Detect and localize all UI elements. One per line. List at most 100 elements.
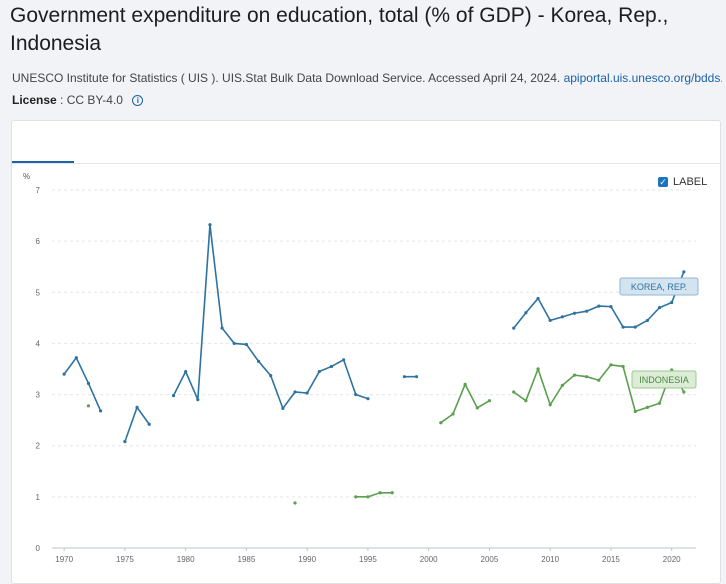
data-point-korea: [147, 422, 151, 426]
data-point-korea: [354, 392, 358, 397]
data-point-korea: [645, 318, 649, 323]
data-point-indonesia: [487, 399, 492, 403]
data-point-indonesia: [682, 390, 686, 394]
x-tick-label: 2010: [541, 555, 559, 564]
data-point-korea: [232, 341, 236, 346]
data-point-indonesia: [597, 378, 601, 382]
license-line: License : CC BY-4.0 i: [12, 93, 144, 107]
tab-bar: [12, 121, 720, 164]
data-point-indonesia: [86, 404, 91, 408]
data-point-indonesia: [451, 412, 455, 416]
data-point-indonesia: [536, 367, 540, 371]
y-axis-unit: %: [23, 172, 30, 181]
y-tick-label: 5: [36, 288, 41, 297]
license-value: : CC BY-4.0: [60, 93, 123, 107]
data-point-indonesia: [609, 363, 613, 367]
data-point-korea: [317, 369, 321, 374]
series-line-korea: [172, 224, 369, 411]
data-point-indonesia: [585, 375, 589, 379]
data-point-korea: [305, 391, 309, 395]
x-tick-label: 1975: [116, 555, 134, 564]
data-point-korea: [99, 409, 103, 413]
data-point-korea: [512, 326, 516, 330]
label-toggle[interactable]: ✓ LABEL: [658, 176, 707, 188]
data-point-korea: [171, 393, 176, 398]
series-label-indonesia: INDONESIA: [639, 375, 689, 385]
data-point-indonesia: [524, 399, 528, 403]
data-point-korea: [524, 311, 528, 315]
data-point-korea: [329, 364, 334, 369]
data-point-indonesia: [390, 491, 394, 495]
series-label-korea-box: [619, 277, 699, 296]
data-point-korea: [682, 270, 686, 274]
data-point-korea: [269, 374, 273, 378]
source-text: UNESCO Institute for Statistics ( UIS ).…: [12, 71, 561, 85]
label-toggle-text: LABEL: [673, 176, 708, 188]
data-point-korea: [548, 318, 552, 323]
data-point-indonesia: [439, 421, 443, 425]
x-tick-label: 2000: [420, 555, 438, 564]
data-point-indonesia: [475, 406, 479, 410]
x-tick-label: 1995: [359, 555, 377, 564]
data-point-korea: [597, 304, 601, 308]
data-point-korea: [657, 306, 662, 310]
y-tick-label: 7: [36, 186, 41, 195]
data-point-korea: [208, 223, 212, 227]
chart-title: Government expenditure on education, tot…: [10, 4, 669, 55]
data-point-indonesia: [293, 501, 297, 505]
chart-panel: ✓ LABEL: [11, 120, 721, 584]
data-point-indonesia: [463, 382, 467, 386]
data-point-korea: [536, 296, 540, 301]
data-point-korea: [572, 311, 577, 315]
info-icon[interactable]: i: [132, 95, 144, 106]
data-point-korea: [560, 315, 564, 319]
x-tick-label: 2020: [663, 555, 681, 564]
data-point-korea: [196, 398, 200, 402]
data-point-indonesia: [657, 401, 662, 405]
x-tick-label: 1985: [238, 555, 256, 564]
data-point-korea: [621, 325, 625, 329]
data-point-korea: [585, 309, 589, 313]
data-point-indonesia: [560, 383, 564, 387]
x-tick-label: 2015: [602, 555, 620, 564]
data-point-korea: [184, 369, 188, 374]
series-label-korea: KOREA, REP.: [631, 282, 687, 292]
x-tick-label: 1980: [177, 555, 195, 564]
y-tick-label: 0: [36, 544, 41, 553]
y-tick-label: 6: [36, 237, 41, 246]
data-point-korea: [135, 405, 139, 409]
data-point-korea: [74, 356, 78, 360]
y-tick-label: 2: [36, 442, 41, 451]
data-point-korea: [62, 372, 66, 376]
data-point-indonesia: [548, 403, 552, 407]
data-point-korea: [293, 390, 297, 394]
data-point-indonesia: [633, 409, 637, 414]
data-point-indonesia: [378, 491, 382, 495]
data-point-indonesia: [354, 495, 358, 499]
data-point-korea: [220, 326, 224, 330]
active-tab-indicator[interactable]: [12, 161, 74, 163]
series-line-indonesia: [355, 491, 393, 498]
x-tick-label: 1990: [298, 555, 316, 564]
source-line: UNESCO Institute for Statistics ( UIS ).…: [12, 71, 722, 85]
data-point-korea: [244, 342, 249, 347]
data-point-korea: [281, 406, 285, 410]
source-link[interactable]: apiportal.uis.unesco.org/bdds.: [563, 71, 722, 85]
series-line-korea: [63, 356, 102, 412]
series-line-indonesia: [440, 382, 490, 424]
data-point-korea: [123, 440, 127, 444]
label-checkbox[interactable]: ✓: [658, 177, 668, 187]
data-point-korea: [342, 358, 346, 362]
data-point-korea: [633, 325, 637, 329]
x-tick-label: 2005: [481, 555, 499, 564]
data-point-korea: [414, 375, 419, 379]
data-point-korea: [366, 397, 370, 401]
data-point-korea: [609, 305, 613, 309]
license-label: License: [12, 93, 57, 107]
data-point-indonesia: [621, 364, 625, 369]
y-tick-label: 1: [36, 493, 41, 502]
data-point-indonesia: [366, 495, 370, 499]
series-line-korea: [124, 405, 150, 442]
data-point-indonesia: [512, 390, 516, 394]
